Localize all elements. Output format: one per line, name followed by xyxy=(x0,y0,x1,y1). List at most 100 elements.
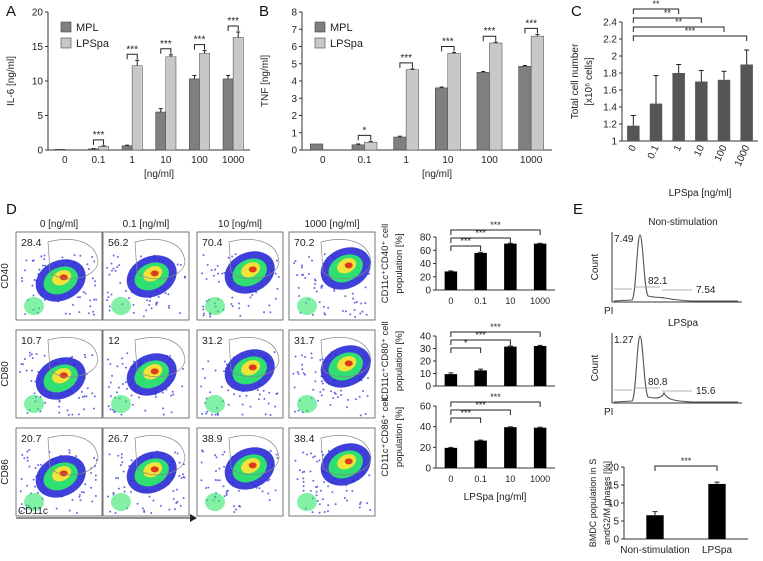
flow-dot xyxy=(143,510,146,513)
x-tick-label: 0.1 xyxy=(646,143,662,161)
x-axis-title: [ng/ml] xyxy=(144,169,174,180)
flow-dot xyxy=(181,385,184,388)
flow-dot xyxy=(58,399,61,402)
histogram-curve xyxy=(613,335,738,403)
significance-label: ** xyxy=(664,8,672,18)
flow-dot xyxy=(82,290,85,293)
flow-dot xyxy=(214,369,217,372)
flow-dot xyxy=(211,413,214,416)
flow-dot xyxy=(216,264,219,267)
flow-dot xyxy=(274,272,277,275)
bar-fill-lpspa-0.1 xyxy=(99,147,109,150)
flow-dot xyxy=(223,450,226,453)
flow-dot xyxy=(297,372,300,375)
x-tick-label: 10 xyxy=(160,155,172,166)
flow-dot xyxy=(94,474,97,477)
flow-dot xyxy=(227,256,230,259)
flow-dot xyxy=(238,395,241,398)
flow-dot xyxy=(159,504,162,507)
flow-dot xyxy=(320,285,323,288)
flow-gate-percent: 38.4 xyxy=(294,433,315,445)
flow-dot xyxy=(269,311,272,314)
histogram-y-label: Count xyxy=(590,354,601,381)
significance-label: *** xyxy=(475,228,486,238)
x-tick-label: 0 xyxy=(448,474,453,484)
flow-dot xyxy=(201,412,204,415)
flow-dot xyxy=(347,398,350,401)
y-tick-label: 60 xyxy=(420,246,432,257)
flow-dot xyxy=(94,280,97,283)
flow-dot xyxy=(218,467,221,470)
flow-dot xyxy=(20,362,23,365)
bar-lpspa xyxy=(708,483,726,539)
flow-dot xyxy=(314,486,317,489)
flow-dot xyxy=(352,297,355,300)
bar-mpl-0 xyxy=(54,149,66,151)
flow-dot xyxy=(108,453,111,456)
flow-dot xyxy=(322,453,325,456)
flow-dot xyxy=(333,391,336,394)
flow-dot xyxy=(181,367,184,370)
flow-dot xyxy=(180,477,183,480)
panel-letter-c: C xyxy=(571,3,582,20)
flow-dot xyxy=(20,503,23,506)
flow-dot xyxy=(86,263,89,266)
y-axis-title-2: andG2/M phases [%] xyxy=(602,461,612,545)
significance-bracket xyxy=(632,35,748,41)
significance-bracket xyxy=(92,139,105,145)
flow-dot xyxy=(319,489,322,492)
flow-dot xyxy=(117,477,120,480)
y-tick-label: 0 xyxy=(613,535,619,546)
flow-plot: 31.2 xyxy=(196,329,284,419)
flow-dot xyxy=(206,264,209,267)
flow-dot xyxy=(176,500,179,503)
flow-dot xyxy=(21,280,24,283)
flow-x-arrow-head xyxy=(190,514,197,522)
bar-0.1 xyxy=(474,370,487,386)
flow-dot xyxy=(206,410,209,413)
flow-dot xyxy=(276,392,279,395)
x-tick-label: 1000 xyxy=(520,155,543,166)
significance-label: *** xyxy=(490,392,501,402)
flow-dot xyxy=(262,389,265,392)
flow-dot xyxy=(258,487,261,490)
flow-dot xyxy=(22,363,25,366)
flow-dot xyxy=(171,390,174,393)
significance-label: * xyxy=(363,125,367,136)
flow-dot xyxy=(369,509,372,512)
flow-dot xyxy=(364,412,367,415)
flow-dot xyxy=(120,453,123,456)
flow-dot xyxy=(176,263,179,266)
flow-dot xyxy=(200,385,203,388)
flow-gate-percent: 31.7 xyxy=(294,335,315,347)
flow-dot xyxy=(216,479,219,482)
flow-dot xyxy=(68,509,71,512)
flow-dot xyxy=(311,511,314,514)
flow-dot xyxy=(107,358,110,361)
flow-dot xyxy=(117,386,120,389)
flow-dot xyxy=(297,409,300,412)
flow-dot xyxy=(77,413,80,416)
flow-dot xyxy=(78,311,81,314)
flow-dot xyxy=(67,413,70,416)
y-tick-label: 1.2 xyxy=(603,120,617,131)
flow-dot xyxy=(256,389,259,392)
x-tick-label: 100 xyxy=(191,155,208,166)
flow-column-header: 1000 [ng/ml] xyxy=(304,219,359,230)
flow-density-peak xyxy=(150,368,159,375)
flow-dot xyxy=(301,471,304,474)
flow-gate xyxy=(47,337,99,378)
flow-dot xyxy=(333,289,336,292)
flow-dot xyxy=(148,303,151,306)
flow-x-axis-label: CD11c xyxy=(18,506,48,517)
flow-dot xyxy=(64,312,67,315)
flow-gate xyxy=(47,435,99,476)
y-axis-title-2: population [%] xyxy=(394,331,405,391)
flow-dot xyxy=(28,351,31,354)
flow-density-peak xyxy=(344,360,353,367)
flow-dot xyxy=(143,509,146,512)
flow-dot xyxy=(359,312,362,315)
flow-plot: 70.4 xyxy=(196,231,284,321)
significance-bracket xyxy=(632,26,725,32)
flow-density-peak xyxy=(248,266,257,273)
